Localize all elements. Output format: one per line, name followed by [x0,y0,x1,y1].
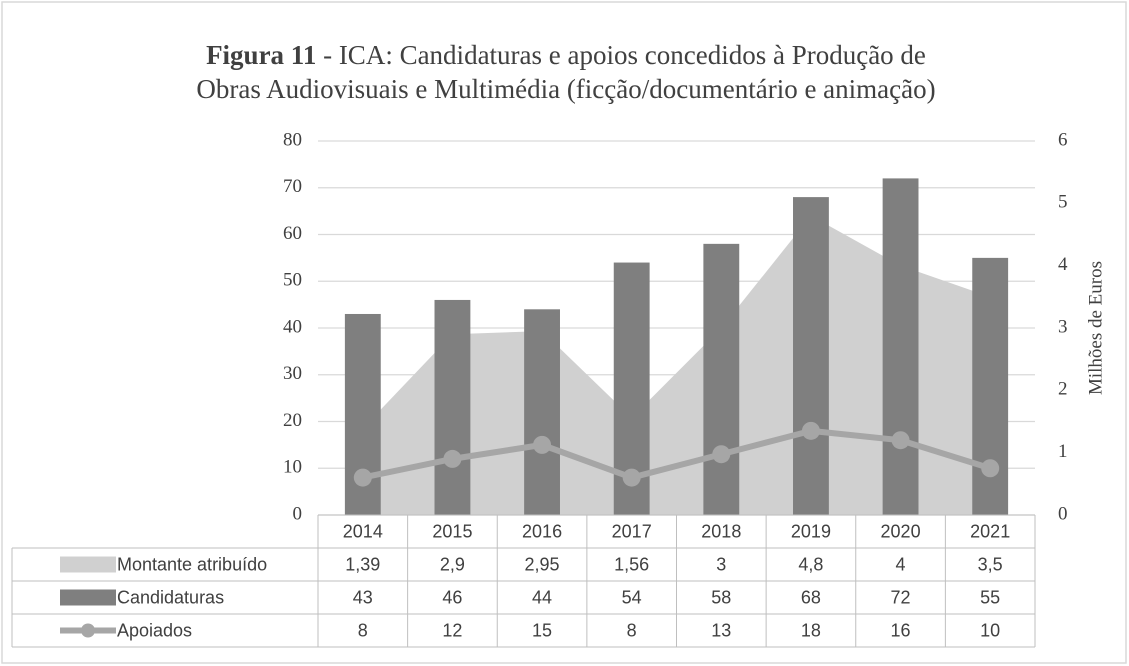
table-cell: 3,5 [978,554,1003,574]
line-marker [712,445,731,464]
y2-tick-label: 1 [1058,441,1068,462]
table-cell: 18 [801,620,821,640]
title-line: - ICA: Candidaturas e apoios concedidos … [316,40,926,70]
y-tick-label: 40 [283,316,302,337]
x-tick-label: 2014 [343,521,383,541]
y-tick-label: 0 [293,503,303,524]
table-cell: 55 [980,587,1000,607]
legend-label: Montante atribuído [117,554,267,574]
area [362,215,991,516]
y2-tick-label: 3 [1058,316,1068,337]
bar [703,243,740,515]
table-cell: 3 [716,554,726,574]
y-tick-label: 30 [283,363,302,384]
legend-label: Apoiados [117,620,192,640]
table-cell: 8 [627,620,637,640]
x-tick-label: 2017 [612,521,652,541]
line-marker [981,459,1000,478]
table-cell: 12 [442,620,462,640]
table-cell: 4,8 [798,554,823,574]
line-marker [533,435,552,454]
table-cell: 8 [358,620,368,640]
table-cell: 46 [442,587,462,607]
legend-label: Candidaturas [117,587,224,607]
y-tick-label: 60 [283,223,302,244]
table-cell: 15 [532,620,552,640]
line-marker [443,449,462,468]
table-cell: 16 [891,620,911,640]
x-tick-label: 2015 [432,521,472,541]
table-cell: 2,9 [440,554,465,574]
legend-swatch [81,623,95,638]
chart-title: Obras Audiovisuais e Multimédia (ficção/… [196,74,935,104]
y-tick-label: 20 [283,410,302,431]
legend-swatch [60,556,116,573]
table-cell: 1,39 [345,554,380,574]
line [362,427,992,481]
x-tick-label: 2016 [522,521,562,541]
x-tick-label: 2018 [701,521,741,541]
y2-axis-label: Milhões de Euros [1085,261,1106,395]
y2-tick-label: 4 [1058,254,1068,275]
y-tick-label: 80 [283,129,302,150]
table-cell: 13 [711,620,731,640]
table-cell: 4 [896,554,906,574]
table-cell: 43 [353,587,373,607]
x-tick-label: 2019 [791,521,831,541]
table-cell: 2,95 [525,554,560,574]
title-bold: Figura 11 [206,40,316,70]
table-cell: 68 [801,587,821,607]
y-tick-label: 70 [283,176,302,197]
table-cell: 72 [891,587,911,607]
x-tick-label: 2021 [970,521,1010,541]
table-cell: 10 [980,620,1000,640]
bar [434,299,471,515]
bar [793,197,829,515]
line-marker [622,468,641,487]
table-cell: 44 [532,587,552,607]
table-cell: 58 [711,587,731,607]
y2-tick-label: 6 [1058,129,1068,150]
table-cell: 54 [622,587,642,607]
legend-swatch [60,589,116,606]
y-tick-label: 50 [283,270,302,291]
line-marker [891,431,910,450]
line-marker [801,421,820,440]
y2-tick-label: 2 [1058,379,1068,400]
line-marker [353,468,372,487]
chart-title: Figura 11 - ICA: Candidaturas e apoios c… [206,40,926,70]
y2-tick-label: 5 [1058,192,1068,213]
x-tick-label: 2020 [881,521,921,541]
y2-tick-label: 0 [1058,503,1068,524]
bar [524,309,560,515]
bar [882,178,919,515]
y-tick-label: 10 [283,457,302,478]
table-cell: 1,56 [614,554,649,574]
